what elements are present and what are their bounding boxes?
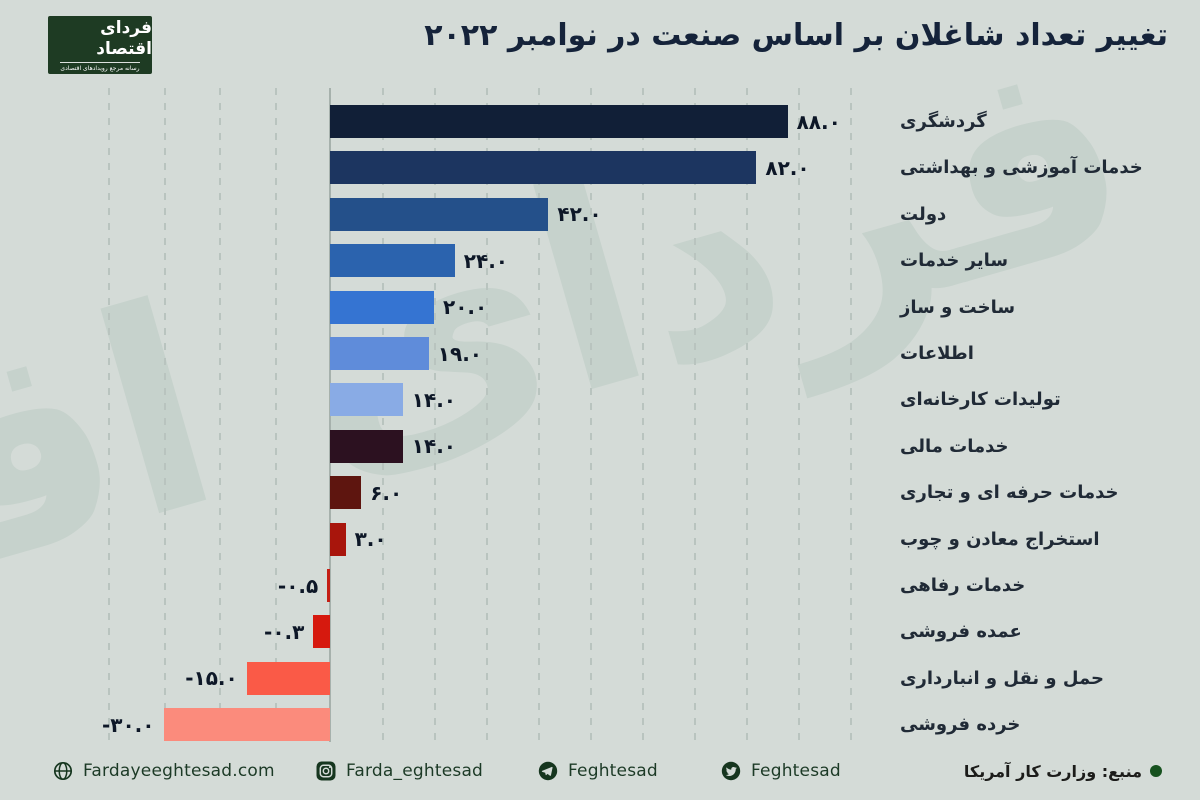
bar	[330, 383, 403, 417]
source-text: منبع: وزارت کار آمریکا	[963, 761, 1142, 781]
bar	[330, 105, 788, 138]
bar-value-label: ۲۰.۰	[443, 295, 488, 320]
brand-logo-tagline: رسانه مرجع رویدادهای اقتصادی	[60, 62, 140, 72]
bar	[330, 522, 346, 556]
brand-logo: فردای اقتصاد رسانه مرجع رویدادهای اقتصاد…	[48, 16, 152, 74]
bar-value-label: -۰.۵	[277, 573, 319, 598]
bar-row: ۴۲.۰	[0, 197, 1200, 231]
bar	[330, 197, 549, 231]
bar-row: ۳.۰	[0, 522, 1200, 556]
bar-row: -۰.۵	[0, 569, 1200, 602]
grid-line	[642, 88, 644, 742]
social-link-label: Fardayeeghtesad.com	[83, 761, 275, 781]
twitter-icon	[720, 760, 742, 782]
grid-line	[219, 88, 221, 742]
bar-value-label: -۰.۳	[264, 619, 305, 644]
grid-line	[746, 88, 748, 742]
category-label: اطلاعات	[900, 343, 974, 364]
bar-value-label: ۲۴.۰	[463, 248, 509, 273]
bar-value-label: ۱۹.۰	[437, 341, 483, 366]
bar-row: ۸۲.۰	[0, 151, 1200, 185]
grid-line	[694, 88, 696, 742]
bar-row: ۶.۰	[0, 476, 1200, 510]
bar-value-label: -۳۰.۰	[101, 712, 155, 737]
category-label: خدمات حرفه ای و تجاری	[900, 482, 1119, 504]
category-label: استخراج معادن و چوب	[900, 528, 1100, 550]
bar-row: -۳۰.۰	[0, 708, 1200, 742]
bar	[313, 615, 330, 649]
bar-value-label: ۱۴.۰	[411, 434, 457, 459]
category-label: خدمات رفاهی	[900, 575, 1026, 596]
bar	[330, 337, 429, 370]
globe-icon	[52, 760, 74, 782]
social-link-twitter[interactable]: Feghtesad	[720, 748, 841, 794]
category-label: حمل و نقل و انبارداری	[900, 667, 1104, 689]
category-label: خدمات آموزشی و بهداشتی	[900, 157, 1143, 179]
bar-value-label: -۱۵.۰	[185, 666, 238, 691]
grid-line	[798, 88, 800, 742]
bar-row: -۰.۳	[0, 615, 1200, 649]
bar	[330, 290, 434, 324]
bar	[163, 708, 330, 742]
social-link-website[interactable]: Fardayeeghtesad.com	[52, 748, 275, 794]
category-label: گردشگری	[900, 111, 987, 132]
category-label: عمده فروشی	[900, 621, 1022, 643]
social-link-label: Feghtesad	[568, 761, 658, 781]
category-label: تولیدات کارخانه‌ای	[900, 389, 1061, 411]
social-link-label: Feghtesad	[751, 761, 841, 781]
bar	[330, 476, 362, 510]
bar-value-label: ۸۲.۰	[765, 155, 810, 180]
grid-line	[538, 88, 540, 742]
category-label: خرده فروشی	[900, 714, 1021, 736]
bar-row: ۱۴.۰	[0, 383, 1200, 417]
bar	[330, 151, 757, 185]
bar-row: ۸۸.۰	[0, 105, 1200, 138]
bar-chart: ۸۸.۰ گردشگری ۸۲.۰ خدمات آموزشی و بهداشتی ۴۲.…	[0, 88, 1200, 748]
telegram-icon	[537, 760, 559, 782]
bar-row: ۱۴.۰	[0, 429, 1200, 463]
bar-value-label: ۴۲.۰	[557, 202, 602, 227]
bar-row: -۱۵.۰	[0, 661, 1200, 695]
social-link-instagram[interactable]: Farda_eghtesad	[315, 748, 483, 794]
bar-row: ۱۹.۰	[0, 337, 1200, 370]
grid-line	[163, 88, 166, 742]
source-note: منبع: وزارت کار آمریکا	[964, 748, 1162, 794]
bar-value-label: ۱۴.۰	[411, 387, 457, 412]
bar	[330, 244, 455, 278]
grid-line	[590, 88, 592, 742]
bar-value-label: ۸۸.۰	[796, 109, 841, 134]
source-bullet-icon	[1150, 765, 1162, 777]
grid-line	[486, 88, 488, 742]
social-link-label: Farda_eghtesad	[346, 761, 484, 781]
category-label: ساخت و ساز	[900, 296, 1016, 318]
bar	[246, 661, 330, 695]
category-label: خدمات مالی	[900, 435, 1009, 457]
category-label: سایر خدمات	[900, 250, 1009, 272]
grid-line	[850, 88, 852, 742]
instagram-icon	[315, 760, 337, 782]
category-label: دولت	[900, 203, 947, 225]
bar	[330, 429, 403, 463]
grid-line	[108, 88, 110, 742]
footer: Fardayeeghtesad.com Farda_eghtesad F	[0, 748, 1200, 800]
bar	[327, 569, 330, 602]
bar-value-label: ۳.۰	[354, 527, 387, 552]
social-link-telegram[interactable]: Feghtesad	[537, 748, 658, 794]
grid-line	[274, 88, 277, 742]
brand-logo-name: فردای اقتصاد	[96, 17, 152, 59]
grid-line	[434, 88, 436, 742]
bar-row: ۲۰.۰	[0, 290, 1200, 324]
chart-title: تغییر تعداد شاغلان بر اساس صنعت در نوامب…	[424, 18, 1168, 53]
bar-value-label: ۶.۰	[370, 480, 403, 505]
bar-row: ۲۴.۰	[0, 244, 1200, 278]
